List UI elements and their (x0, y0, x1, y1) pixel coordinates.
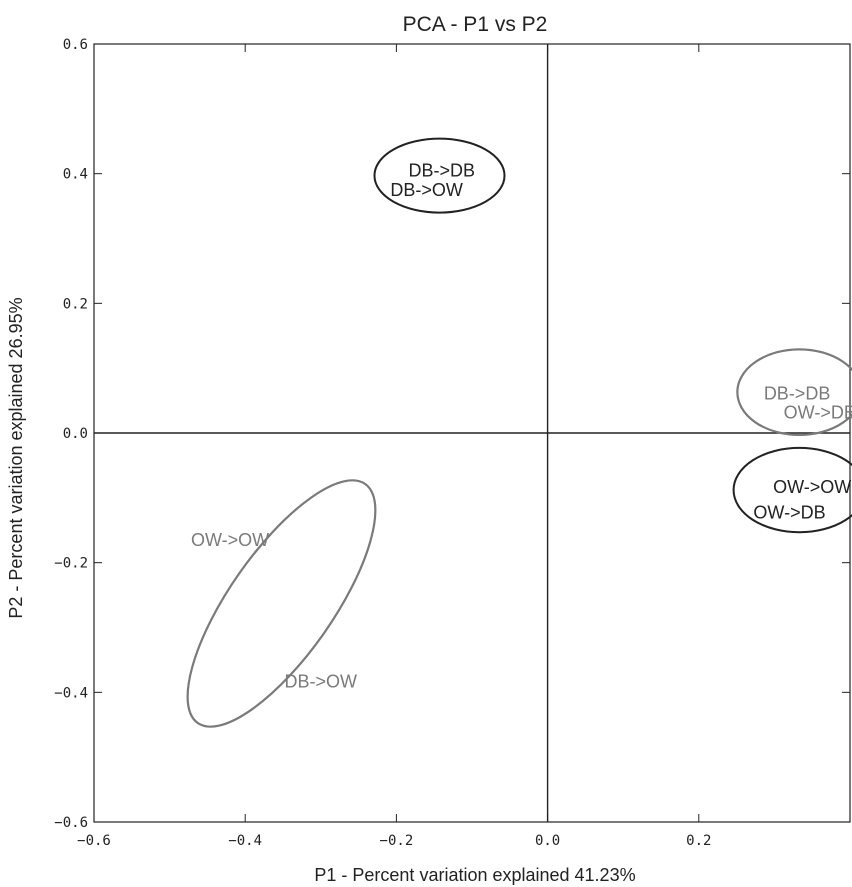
y-tick-label: −0.6 (54, 815, 88, 831)
x-axis-label: P1 - Percent variation explained 41.23% (314, 865, 635, 885)
y-axis-label: P2 - Percent variation explained 26.95% (6, 297, 26, 618)
point-label: DB->DB (764, 383, 831, 403)
point-label: OW->DB (784, 402, 852, 422)
x-tick-label: −0.4 (228, 833, 262, 849)
point-label: DB->OW (390, 180, 463, 200)
plot-area: −0.6 −0.4 −0.2 0.0 0.2 0.6 0.4 0.2 0.0 −0.2 −0.4 −0… (54, 37, 852, 849)
x-tick-label: 0.0 (535, 833, 560, 849)
point-label: OW->OW (191, 530, 269, 550)
y-tick-label: 0.6 (63, 37, 88, 53)
y-tick-label: −0.2 (54, 556, 88, 572)
group-ellipse (736, 348, 852, 437)
x-tick-label: −0.2 (380, 833, 414, 849)
group-ellipse (373, 137, 506, 214)
group-ellipse (186, 479, 377, 728)
point-label: DB->DB (409, 160, 476, 180)
y-tick-label: −0.4 (54, 685, 88, 701)
group-ellipse (732, 446, 852, 534)
x-tick-label: −0.6 (77, 833, 111, 849)
chart-title: PCA - P1 vs P2 (403, 13, 548, 36)
x-tick-label: 0.2 (686, 833, 711, 849)
y-tick-label: 0.0 (63, 426, 88, 442)
y-tick-label: 0.2 (63, 296, 88, 312)
point-label: OW->DB (753, 503, 825, 523)
y-tick-label: 0.4 (63, 167, 88, 183)
point-label: DB->OW (285, 671, 358, 691)
point-label: OW->OW (773, 477, 851, 497)
